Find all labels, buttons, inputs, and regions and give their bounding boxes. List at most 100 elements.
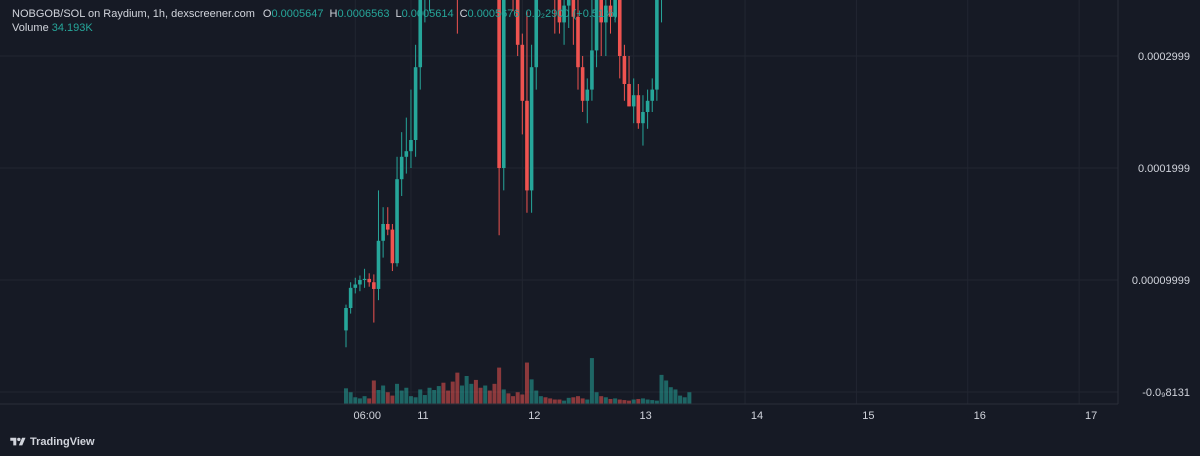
time-tick-label: 15 bbox=[862, 410, 874, 422]
candle bbox=[404, 117, 409, 174]
candle bbox=[367, 273, 371, 287]
volume-bar bbox=[543, 397, 548, 404]
candle bbox=[520, 33, 525, 135]
volume-bar bbox=[436, 386, 441, 404]
volume-bar bbox=[492, 383, 497, 404]
candle-body bbox=[576, 16, 580, 68]
candle bbox=[501, 0, 506, 191]
volume-bar bbox=[622, 400, 627, 404]
symbol-title[interactable]: NOBGOB/SOL on Raydium, 1h, dexscreener.c… bbox=[12, 8, 255, 20]
volume-bar bbox=[408, 396, 413, 404]
candle-body bbox=[413, 67, 418, 140]
price-axis[interactable]: 0.00080000.00070000.00060000.00049990.00… bbox=[1117, 0, 1190, 404]
candle-body bbox=[580, 67, 585, 101]
volume-bar bbox=[524, 362, 529, 404]
candle bbox=[617, 0, 622, 79]
candle bbox=[661, 0, 663, 23]
candle-body bbox=[529, 67, 534, 191]
volume-bar bbox=[511, 396, 516, 404]
volume-bar bbox=[353, 397, 358, 404]
candle-body bbox=[418, 0, 423, 68]
candle bbox=[571, 0, 576, 45]
candle bbox=[515, 0, 520, 56]
volume-bar bbox=[594, 392, 599, 404]
volume-bar bbox=[627, 400, 632, 404]
candle-body bbox=[645, 100, 650, 112]
candle-body bbox=[562, 5, 566, 23]
volume-bar bbox=[566, 397, 571, 404]
volume-bar bbox=[659, 374, 664, 404]
volume-bar bbox=[460, 385, 464, 404]
candle bbox=[631, 78, 636, 124]
volume-bar bbox=[376, 390, 381, 404]
candle bbox=[399, 132, 404, 196]
volume-bar bbox=[538, 396, 543, 404]
volume-bar bbox=[399, 390, 404, 404]
candle bbox=[641, 95, 645, 146]
candle-body bbox=[376, 240, 381, 289]
tradingview-brand[interactable]: TradingView bbox=[10, 436, 95, 448]
high-value: 0.0006563 bbox=[337, 8, 390, 20]
candle-body bbox=[358, 280, 362, 285]
volume-bar bbox=[422, 395, 427, 404]
candle bbox=[562, 0, 566, 45]
volume-bar bbox=[441, 382, 446, 404]
candle bbox=[376, 190, 381, 301]
candle-body bbox=[348, 287, 353, 308]
candle-body bbox=[608, 5, 613, 17]
volume-bar bbox=[487, 390, 492, 404]
time-axis[interactable]: 06:00 11 12 13 14 15 16 17 bbox=[0, 403, 1118, 422]
chart-grid bbox=[0, 0, 1118, 404]
candle-body bbox=[344, 308, 348, 331]
volume-bar bbox=[344, 388, 348, 404]
candle bbox=[424, 0, 426, 23]
candle bbox=[353, 277, 358, 294]
volume-bar bbox=[446, 390, 451, 404]
time-tick-label: 17 bbox=[1085, 410, 1097, 422]
candle-body bbox=[631, 95, 636, 107]
candle bbox=[585, 78, 590, 124]
volume-bar bbox=[418, 389, 423, 404]
price-tick-label: 0.0001999 bbox=[1138, 163, 1190, 175]
time-tick-label: 16 bbox=[974, 410, 986, 422]
candle-body bbox=[501, 0, 506, 168]
volume-bar bbox=[381, 385, 386, 404]
candle-body bbox=[566, 0, 571, 6]
candle bbox=[381, 207, 385, 258]
candle-body bbox=[636, 95, 641, 124]
volume-bar bbox=[636, 398, 641, 404]
candle-body bbox=[520, 44, 525, 101]
candle bbox=[418, 0, 423, 90]
candle bbox=[413, 44, 418, 157]
price-change: 0.0₂2900 (+0.51%) bbox=[525, 8, 618, 20]
volume-bar bbox=[552, 399, 557, 404]
tradingview-logo-icon bbox=[10, 437, 26, 446]
candle bbox=[613, 0, 617, 23]
volume-bar bbox=[668, 387, 673, 404]
volume-bar bbox=[348, 392, 353, 404]
low-value: 0.0005614 bbox=[401, 8, 454, 20]
price-tick-label: 0.0002999 bbox=[1138, 51, 1190, 63]
candle bbox=[390, 224, 395, 272]
candle-body bbox=[385, 224, 390, 230]
candle-body bbox=[617, 0, 622, 56]
chart-legend: NOBGOB/SOL on Raydium, 1h, dexscreener.c… bbox=[12, 7, 624, 35]
open-value: 0.0005647 bbox=[271, 8, 324, 20]
candle-body bbox=[604, 5, 608, 23]
candle-body bbox=[613, 0, 617, 17]
volume-bar bbox=[608, 398, 613, 404]
candle-body bbox=[599, 0, 603, 23]
candle-body bbox=[534, 0, 539, 68]
candle-body bbox=[590, 50, 594, 90]
candle bbox=[622, 44, 627, 101]
candle-body bbox=[497, 0, 501, 169]
price-candles bbox=[344, 0, 663, 348]
candle bbox=[650, 78, 655, 112]
volume-bar bbox=[640, 398, 645, 404]
volume-bar bbox=[687, 392, 692, 404]
candle-body bbox=[372, 282, 376, 289]
brand-name: TradingView bbox=[30, 436, 95, 448]
volume-bar bbox=[529, 379, 534, 404]
volume-bar bbox=[580, 398, 585, 404]
